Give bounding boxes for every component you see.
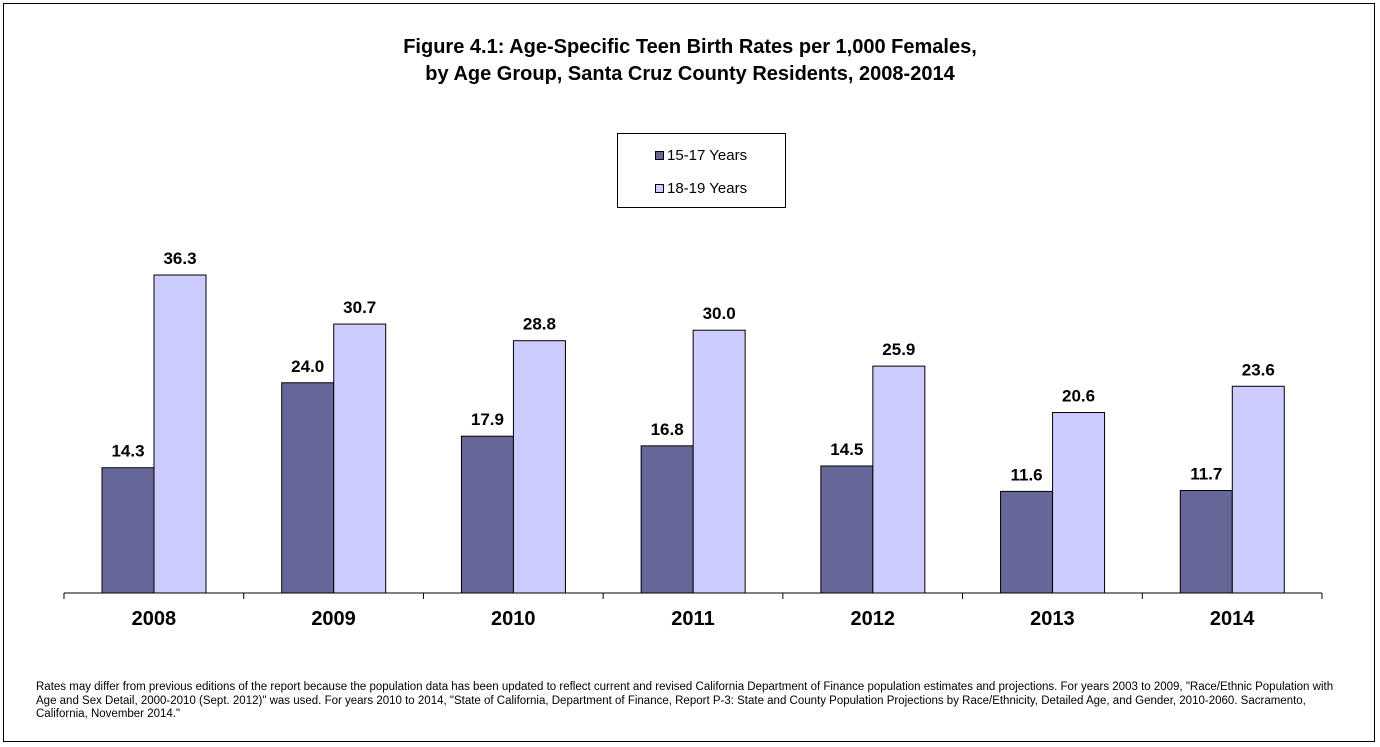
x-tick-label-2012: 2012 [850,608,895,630]
legend-swatch-18-19 [655,184,664,193]
bar-15-17-2009 [281,382,335,594]
bar-15-17-2008 [101,467,155,594]
data-label-15-17-2010: 17.9 [471,410,504,429]
bar-18-19-2010 [512,340,566,594]
x-tick-label-2008: 2008 [132,608,177,630]
data-label-15-17-2014: 11.7 [1190,465,1222,484]
chart-frame [3,3,1375,742]
legend-swatch-15-17 [655,151,664,160]
legend-item-15-17: 15-17 Years [655,147,747,164]
bar-18-19-2013 [1052,412,1106,594]
bar-15-17-2014 [1179,490,1233,594]
legend-label-15-17: 15-17 Years [667,147,748,164]
data-label-15-17-2008: 14.3 [111,442,144,461]
data-label-15-17-2012: 14.5 [830,440,863,459]
footnote: Rates may differ from previous editions … [36,681,1334,720]
data-label-18-19-2008: 36.3 [163,249,196,268]
bar-15-17-2012 [820,465,874,594]
title-line-2: by Age Group, Santa Cruz County Resident… [425,63,955,85]
x-tick-label-2011: 2011 [671,608,714,630]
bar-15-17-2010 [460,435,514,594]
legend: 15-17 Years 18-19 Years [617,133,786,208]
bar-18-19-2012 [872,365,926,594]
data-label-18-19-2009: 30.7 [343,298,376,317]
legend-label-18-19: 18-19 Years [667,180,748,197]
data-label-18-19-2010: 28.8 [523,315,556,334]
bar-15-17-2011 [640,445,694,594]
data-label-18-19-2014: 23.6 [1242,360,1275,379]
data-label-18-19-2013: 20.6 [1062,387,1095,406]
data-label-15-17-2009: 24.0 [291,357,324,376]
x-tick-label-2010: 2010 [491,608,536,630]
data-label-15-17-2013: 11.6 [1010,465,1042,484]
bar-18-19-2011 [692,329,746,594]
data-label-15-17-2011: 16.8 [651,420,684,439]
data-label-18-19-2011: 30.0 [703,304,736,323]
x-tick-label-2014: 2014 [1210,608,1255,630]
bar-18-19-2009 [333,323,387,594]
data-label-18-19-2012: 25.9 [882,340,915,359]
legend-item-18-19: 18-19 Years [655,180,747,197]
bar-15-17-2013 [1000,490,1054,594]
chart-title: Figure 4.1: Age-Specific Teen Birth Rate… [0,34,1380,88]
bar-18-19-2008 [153,274,207,594]
x-tick-label-2013: 2013 [1030,608,1075,630]
title-line-1: Figure 4.1: Age-Specific Teen Birth Rate… [403,36,977,58]
x-tick-label-2009: 2009 [311,608,356,630]
bar-18-19-2014 [1231,385,1285,594]
